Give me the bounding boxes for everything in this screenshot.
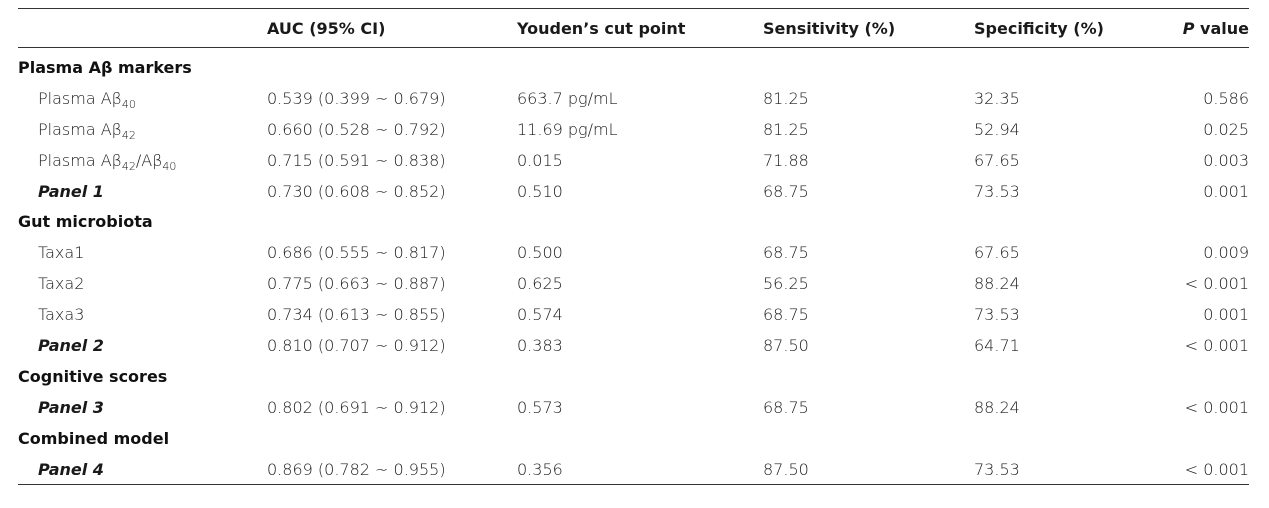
row-label: Taxa1 xyxy=(38,243,85,263)
table-row: Panel 2 0.810 (0.707 ~ 0.912) 0.383 87.5… xyxy=(18,330,1249,361)
cell-specificity: 64.71 xyxy=(974,335,1020,355)
cell-p-value: < 0.001 xyxy=(1184,459,1249,479)
cell-sensitivity: 68.75 xyxy=(763,243,809,263)
cell-p-value: 0.003 xyxy=(1203,150,1249,170)
cell-p-value: < 0.001 xyxy=(1184,397,1249,417)
header-row: AUC (95% CI) Youden’s cut point Sensitiv… xyxy=(18,8,1249,48)
cell-auc: 0.539 (0.399 ~ 0.679) xyxy=(267,88,446,108)
cell-cut: 0.510 xyxy=(517,181,563,201)
header-cut-point: Youden’s cut point xyxy=(517,18,686,38)
section-label: Plasma Aβ markers xyxy=(18,57,192,77)
cell-sensitivity: 68.75 xyxy=(763,397,809,417)
table-row: Taxa1 0.686 (0.555 ~ 0.817) 0.500 68.75 … xyxy=(18,237,1249,268)
cell-p-value: 0.009 xyxy=(1203,243,1249,263)
table-row: Plasma Aβ42/Aβ40 0.715 (0.591 ~ 0.838) 0… xyxy=(18,145,1249,176)
header-p-value: P value xyxy=(1181,9,1249,48)
cell-p-value: 0.586 xyxy=(1203,88,1249,108)
cell-specificity: 73.53 xyxy=(974,181,1020,201)
header-p-rest: value xyxy=(1194,18,1249,38)
cell-cut: 0.015 xyxy=(517,150,563,170)
row-label-panel: Panel 3 xyxy=(38,397,104,417)
roc-results-table: AUC (95% CI) Youden’s cut point Sensitiv… xyxy=(18,8,1249,485)
row-label: Taxa2 xyxy=(38,274,85,294)
table-row: Plasma Aβ42 0.660 (0.528 ~ 0.792) 11.69 … xyxy=(18,114,1249,145)
cell-auc: 0.775 (0.663 ~ 0.887) xyxy=(267,274,446,294)
row-label-subscript-2: 40 xyxy=(162,159,177,173)
cell-auc: 0.802 (0.691 ~ 0.912) xyxy=(267,397,446,417)
results-table-container: AUC (95% CI) Youden’s cut point Sensitiv… xyxy=(18,8,1249,485)
cell-specificity: 67.65 xyxy=(974,243,1020,263)
table-row: Taxa3 0.734 (0.613 ~ 0.855) 0.574 68.75 … xyxy=(18,299,1249,330)
cell-specificity: 52.94 xyxy=(974,119,1020,139)
cell-cut: 0.573 xyxy=(517,397,563,417)
cell-sensitivity: 81.25 xyxy=(763,88,809,108)
row-label-subscript: 40 xyxy=(121,97,136,111)
section-label: Cognitive scores xyxy=(18,366,168,386)
section-label: Gut microbiota xyxy=(18,212,153,232)
cell-auc: 0.660 (0.528 ~ 0.792) xyxy=(267,119,446,139)
table-header: AUC (95% CI) Youden’s cut point Sensitiv… xyxy=(18,8,1249,48)
section-row-combined: Combined model xyxy=(18,423,1249,454)
table-row: Taxa2 0.775 (0.663 ~ 0.887) 0.625 56.25 … xyxy=(18,268,1249,299)
header-specificity: Specificity (%) xyxy=(974,18,1104,38)
table-row: Panel 4 0.869 (0.782 ~ 0.955) 0.356 87.5… xyxy=(18,454,1249,485)
row-label-text: Plasma Aβ xyxy=(38,150,122,170)
section-row-gut: Gut microbiota xyxy=(18,206,1249,237)
row-label-subscript: 42 xyxy=(121,159,136,173)
cell-cut: 663.7 pg/mL xyxy=(517,88,618,108)
cell-sensitivity: 81.25 xyxy=(763,119,809,139)
cell-sensitivity: 71.88 xyxy=(763,150,809,170)
header-auc: AUC (95% CI) xyxy=(267,18,386,38)
cell-specificity: 73.53 xyxy=(974,305,1020,325)
row-label: Plasma Aβ40 xyxy=(18,83,267,114)
cell-sensitivity: 87.50 xyxy=(763,459,809,479)
cell-cut: 0.574 xyxy=(517,305,563,325)
table-row: Panel 1 0.730 (0.608 ~ 0.852) 0.510 68.7… xyxy=(18,176,1249,207)
header-p-letter: P xyxy=(1182,18,1195,38)
cell-specificity: 88.24 xyxy=(974,397,1020,417)
table-row: Plasma Aβ40 0.539 (0.399 ~ 0.679) 663.7 … xyxy=(18,83,1249,114)
cell-cut: 11.69 pg/mL xyxy=(517,119,618,139)
row-label-panel: Panel 1 xyxy=(38,181,104,201)
cell-p-value: 0.001 xyxy=(1203,305,1249,325)
cell-auc: 0.715 (0.591 ~ 0.838) xyxy=(267,150,446,170)
cell-sensitivity: 68.75 xyxy=(763,181,809,201)
cell-auc: 0.810 (0.707 ~ 0.912) xyxy=(267,335,446,355)
cell-auc: 0.869 (0.782 ~ 0.955) xyxy=(267,459,446,479)
header-blank xyxy=(18,9,267,48)
cell-sensitivity: 68.75 xyxy=(763,305,809,325)
cell-sensitivity: 56.25 xyxy=(763,274,809,294)
section-row-cognitive: Cognitive scores xyxy=(18,361,1249,392)
section-label: Combined model xyxy=(18,428,170,448)
cell-cut: 0.356 xyxy=(517,459,563,479)
cell-p-value: < 0.001 xyxy=(1184,274,1249,294)
row-label-subscript: 42 xyxy=(121,128,136,142)
table-row: Panel 3 0.802 (0.691 ~ 0.912) 0.573 68.7… xyxy=(18,392,1249,423)
section-row-plasma: Plasma Aβ markers xyxy=(18,48,1249,83)
cell-specificity: 73.53 xyxy=(974,459,1020,479)
row-label: Plasma Aβ42/Aβ40 xyxy=(18,145,267,176)
cell-cut: 0.500 xyxy=(517,243,563,263)
cell-auc: 0.734 (0.613 ~ 0.855) xyxy=(267,305,446,325)
row-label-text: Plasma Aβ xyxy=(38,88,122,108)
row-label: Taxa3 xyxy=(38,305,85,325)
row-label-text: Plasma Aβ xyxy=(38,119,122,139)
row-label-panel: Panel 4 xyxy=(38,459,104,479)
cell-p-value: < 0.001 xyxy=(1184,335,1249,355)
row-label-text-mid: /Aβ xyxy=(135,150,163,170)
row-label-panel: Panel 2 xyxy=(38,335,104,355)
cell-auc: 0.730 (0.608 ~ 0.852) xyxy=(267,181,446,201)
cell-specificity: 67.65 xyxy=(974,150,1020,170)
row-label: Plasma Aβ42 xyxy=(18,114,267,145)
header-sensitivity: Sensitivity (%) xyxy=(763,18,896,38)
cell-sensitivity: 87.50 xyxy=(763,335,809,355)
cell-specificity: 88.24 xyxy=(974,274,1020,294)
cell-p-value: 0.001 xyxy=(1203,181,1249,201)
cell-specificity: 32.35 xyxy=(974,88,1020,108)
cell-cut: 0.383 xyxy=(517,335,563,355)
table-body: Plasma Aβ markers Plasma Aβ40 0.539 (0.3… xyxy=(18,48,1249,485)
cell-p-value: 0.025 xyxy=(1203,119,1249,139)
cell-auc: 0.686 (0.555 ~ 0.817) xyxy=(267,243,446,263)
cell-cut: 0.625 xyxy=(517,274,563,294)
